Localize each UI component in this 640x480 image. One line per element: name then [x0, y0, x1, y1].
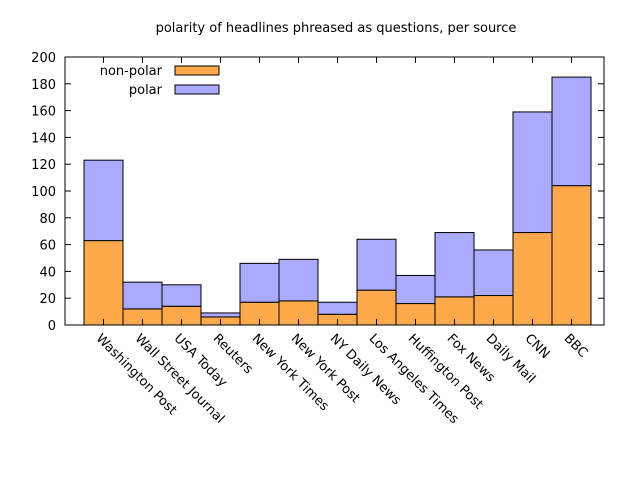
legend-swatch-polar [174, 84, 220, 95]
bar-polar-11 [512, 111, 553, 234]
bar-non-polar-12 [551, 185, 592, 326]
legend-label-polar: polar [129, 83, 163, 98]
y-tick-label: 180 [31, 78, 56, 93]
bar-polar-1 [122, 281, 163, 310]
x-tick-label: BBC [561, 331, 590, 360]
y-tick-label: 200 [31, 51, 56, 66]
y-tick-label: 40 [39, 265, 56, 280]
bar-polar-5 [278, 258, 319, 302]
bar-polar-3 [200, 312, 241, 318]
plot-frame [64, 56, 605, 326]
bar-polar-10 [473, 249, 514, 297]
y-tick-label: 160 [31, 105, 56, 120]
x-tick-label: New York Post [288, 331, 363, 406]
x-tick-label: CNN [522, 331, 553, 362]
y-axis: 0 20 40 60 80 100 120 140 160 180 200 [31, 51, 604, 334]
chart-title: polarity of headlines phreased as questi… [156, 21, 517, 36]
legend-label-non-polar: non-polar [100, 64, 163, 79]
bar-polar-9 [434, 232, 475, 298]
bar-polar-2 [161, 284, 202, 307]
y-tick-label: 140 [31, 131, 56, 146]
bar-non-polar-0 [83, 240, 124, 326]
bar-polar-12 [551, 76, 592, 187]
bar-polar-0 [83, 159, 124, 242]
y-tick-label: 80 [39, 212, 56, 227]
y-tick-label: 0 [48, 319, 56, 334]
legend-swatch-non-polar [174, 65, 220, 76]
bar-polar-4 [239, 262, 280, 303]
y-tick-label: 60 [39, 239, 56, 254]
y-tick-label: 20 [39, 292, 56, 307]
bar-polar-7 [356, 238, 397, 291]
bars-layer [83, 76, 592, 326]
bar-non-polar-11 [512, 232, 553, 326]
y-tick-label: 120 [31, 158, 56, 173]
y-tick-label: 100 [31, 185, 56, 200]
legend: non-polar polar [100, 64, 220, 98]
bar-polar-6 [317, 301, 358, 315]
bar-polar-8 [395, 274, 436, 305]
